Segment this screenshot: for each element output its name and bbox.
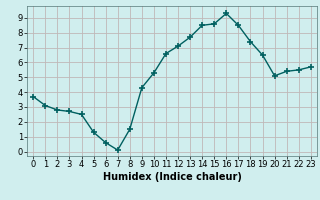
X-axis label: Humidex (Indice chaleur): Humidex (Indice chaleur) [103, 172, 241, 182]
